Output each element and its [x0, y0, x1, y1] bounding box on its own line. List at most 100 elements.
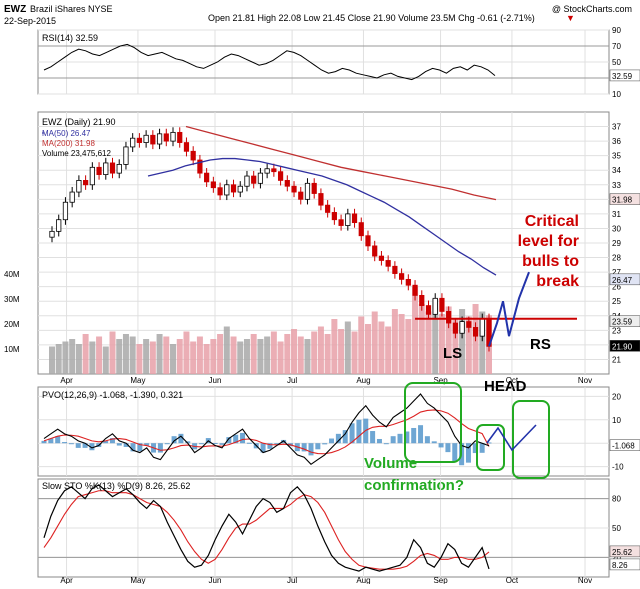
y-tick-label: 50 [612, 524, 621, 533]
candle-body [197, 159, 203, 174]
pvo-hist-bar [349, 423, 355, 444]
candle-body [271, 168, 277, 173]
volume-bar [163, 336, 170, 374]
pvo-hist-bar [329, 438, 335, 444]
y-tick-label: 10 [612, 416, 621, 425]
pvo-hist-bar [185, 441, 191, 444]
volume-bar [136, 344, 143, 374]
volume-bar [378, 321, 385, 374]
pvo-hist-bar [75, 443, 81, 448]
pvo-highlight-box [512, 400, 550, 479]
candle-body [291, 185, 297, 193]
candle-body [372, 245, 378, 257]
pvo-line [43, 393, 490, 466]
projection-path [488, 271, 530, 347]
volume-bar [190, 341, 197, 374]
pvo-hist-bar [68, 443, 74, 445]
volume-bar [270, 331, 277, 374]
y-tick-label: 90 [612, 26, 621, 35]
pvo-title: PVO(12,26,9) -1.068, -1.390, 0.321 [42, 390, 183, 400]
pvo-last-value: -1.068 [612, 442, 635, 451]
candle-body [479, 318, 485, 337]
volume-bar [371, 311, 378, 374]
candle-body [56, 219, 62, 232]
candle-body [439, 297, 445, 312]
pvo-hist-bar [390, 436, 396, 444]
volume-bar [465, 316, 472, 374]
candle-body [170, 131, 176, 142]
critical-annotation-line: Critical [525, 213, 579, 230]
candle-body [331, 212, 337, 221]
candle-body [224, 184, 230, 196]
y-tick-label: 20 [612, 392, 621, 401]
volume-bar [243, 339, 250, 374]
x-month-label: Aug [356, 376, 370, 385]
volume-bar [432, 299, 439, 374]
price-title: EWZ (Daily) 21.90 [42, 117, 116, 127]
candles [49, 127, 492, 352]
sto-k-last: 8.26 [612, 561, 628, 570]
y-tick-label: 28 [612, 254, 621, 263]
volume-bar [324, 334, 331, 374]
y-tick-label: 25 [612, 297, 621, 306]
volume-bar [250, 334, 257, 374]
volume-bar [89, 341, 96, 374]
pvo-hist-bar [226, 437, 232, 444]
volume-bar [331, 319, 338, 374]
pvo-hist-bar [274, 443, 280, 445]
y-tick-label: 27 [612, 268, 621, 277]
pvo-hist-bar [144, 443, 150, 446]
candle-body [257, 172, 264, 184]
y-tick-label: -10 [612, 463, 624, 472]
candle-body [385, 260, 391, 267]
change-down-arrow: ▼ [566, 13, 575, 23]
volume-bar [445, 306, 452, 374]
volume-bar [264, 336, 271, 374]
volume-bar [237, 341, 244, 374]
pvo-hist-bar [116, 443, 122, 446]
pvo-hist-bar [137, 443, 143, 452]
volume-bar [129, 336, 136, 374]
volume-bar [358, 316, 365, 374]
candle-body [466, 321, 472, 328]
legend-volume: Volume 23,475,612 [42, 149, 111, 158]
pvo-hist-bar [404, 431, 410, 444]
critical-annotation-line: level for [518, 233, 579, 250]
volume-bar [210, 339, 217, 374]
y-tick-label: 50 [612, 58, 621, 67]
tag-ma50-box [609, 273, 640, 286]
volume-bar [398, 314, 405, 374]
tag-ma200-box [609, 193, 640, 205]
x-month-label: Oct [506, 576, 519, 584]
security-name: Brazil iShares NYSE [30, 4, 113, 14]
candle-body [398, 273, 405, 280]
x-month-label: Apr [60, 576, 73, 584]
critical-annotation-line: break [536, 273, 579, 290]
pvo-hist-bar [55, 436, 61, 444]
pvo-hist-bar [103, 440, 109, 444]
volume-bar [418, 304, 425, 374]
y-tick-label: 23 [612, 326, 621, 335]
volume-bar [479, 311, 486, 374]
pvo-hist-bar [356, 419, 362, 444]
y-tick-label: 26 [612, 283, 621, 292]
pvo-hist-bar [315, 443, 321, 450]
volume-bar [257, 339, 264, 374]
volume-bar [109, 331, 116, 374]
candle-body [190, 150, 196, 161]
legend-ma200: MA(200) 31.98 [42, 139, 95, 148]
candle-body [183, 142, 190, 152]
candle-body [345, 213, 351, 226]
candle-body [217, 187, 223, 196]
candle-body [351, 213, 358, 224]
volume-tick-label: 10M [4, 345, 20, 354]
volume-confirmation-label: Volume [364, 455, 417, 472]
volume-bar [55, 344, 62, 374]
y-tick-label: 33 [612, 181, 621, 190]
candle-body [405, 278, 411, 286]
candle-body [116, 163, 122, 174]
candle-body [237, 185, 243, 193]
pvo-hist-bar [397, 433, 403, 444]
pvo-hist-bar [411, 427, 417, 444]
